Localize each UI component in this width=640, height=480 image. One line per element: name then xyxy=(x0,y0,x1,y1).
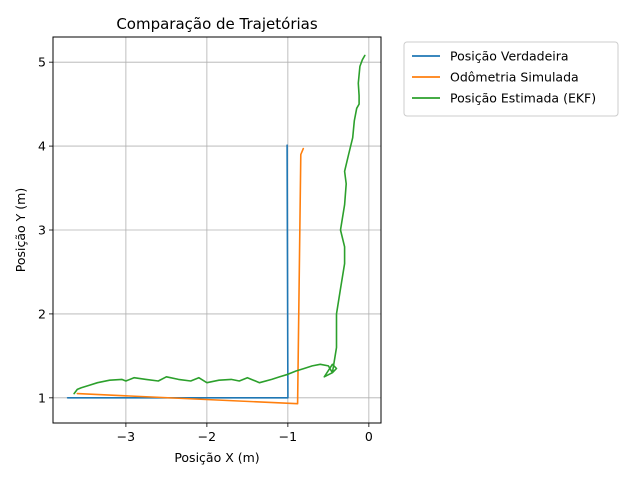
x-tick-label: −2 xyxy=(198,429,216,444)
series-layer xyxy=(66,54,366,405)
legend-label-3: Posição Estimada (EKF) xyxy=(450,91,596,106)
y-tick-label: 3 xyxy=(38,223,46,238)
y-tick-label: 2 xyxy=(38,306,46,321)
x-tick-label: 0 xyxy=(365,429,373,444)
legend-label-1: Posição Verdadeira xyxy=(450,49,569,64)
chart-title: Comparação de Trajetórias xyxy=(116,15,318,33)
series-line-1 xyxy=(66,144,289,399)
y-tick-label: 4 xyxy=(38,139,46,154)
legend: Posição Verdadeira Odômetria Simulada Posi… xyxy=(403,41,619,117)
series-line-3 xyxy=(73,54,366,395)
x-axis-label: Posição X (m) xyxy=(174,450,259,465)
y-tick-label: 1 xyxy=(38,390,46,405)
axis-ticks: −3 −2 −1 0 1 2 3 4 5 xyxy=(38,55,373,444)
legend-box xyxy=(403,41,619,117)
x-tick-label: −1 xyxy=(279,429,297,444)
x-tick-label: −3 xyxy=(117,429,135,444)
legend-label-2: Odômetria Simulada xyxy=(450,70,579,85)
y-tick-label: 5 xyxy=(38,55,46,70)
series-line-2 xyxy=(76,147,305,405)
y-axis-label: Posição Y (m) xyxy=(13,188,28,272)
